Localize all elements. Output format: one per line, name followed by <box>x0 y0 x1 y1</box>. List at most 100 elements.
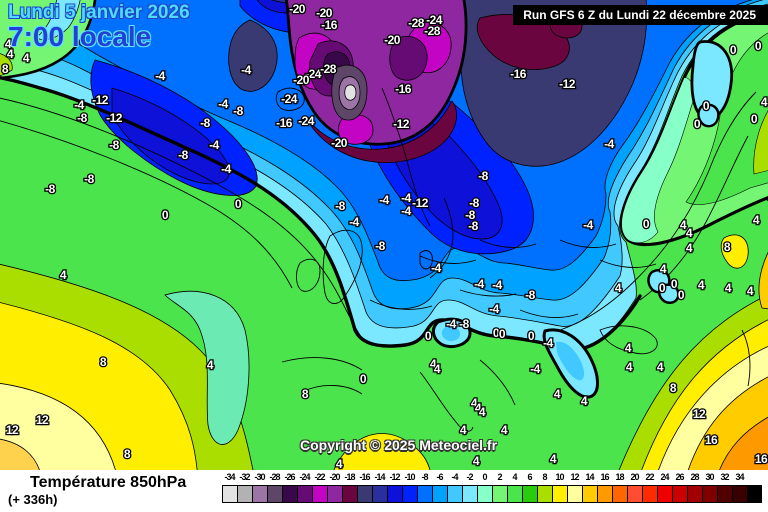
scale-cell <box>537 485 552 503</box>
legend-bar: Température 850hPa (+ 336h) -34 -32 -30 -28… <box>0 470 768 512</box>
scale-cell <box>252 485 267 503</box>
temp-value-label: -8 <box>459 317 469 331</box>
temp-value-label: -4 <box>431 261 441 275</box>
temp-value-label: -8 <box>233 104 243 118</box>
temp-value-label: 0 <box>643 217 650 231</box>
map-date-label: Lundi 5 janvier 2026 <box>8 2 190 23</box>
temp-value-label: 0 <box>678 288 685 302</box>
scale-tick-label: -26 <box>284 472 295 482</box>
temp-value-label: 4 <box>725 281 732 295</box>
map-time-label: 7:00 locale <box>8 21 152 52</box>
scale-cell <box>567 485 582 503</box>
temp-value-label: -4 <box>583 218 593 232</box>
scale-cell <box>282 485 297 503</box>
scale-tick-label: -30 <box>254 472 265 482</box>
temp-value-label: -12 <box>412 196 429 210</box>
temp-value-label: 4 <box>550 452 557 466</box>
temp-value-label: 0 <box>730 43 737 57</box>
scale-tick-label: 24 <box>660 472 669 482</box>
temp-value-label: -24 <box>426 13 443 27</box>
temp-value-label: 16 <box>705 433 718 447</box>
temp-value-label: -12 <box>92 93 109 107</box>
temp-value-label: -4 <box>489 302 499 316</box>
temp-value-label: -20 <box>293 73 310 87</box>
temp-value-label: 0 <box>703 99 710 113</box>
scale-cell <box>747 485 762 503</box>
temp-value-label: -8 <box>375 239 385 253</box>
scale-tick-label: 4 <box>512 472 517 482</box>
temp-value-label: 0 <box>425 329 432 343</box>
temp-value-label: 8 <box>302 387 309 401</box>
temp-value-label: -16 <box>276 116 293 130</box>
scale-cell <box>582 485 597 503</box>
map-canvas: 44 48 -4-12-4-8 -12-8-8-4 -8-8-4-4-8-800-4-2… <box>0 0 768 470</box>
temp-value-label: 4 <box>60 268 67 282</box>
temp-value-label: -8 <box>468 219 478 233</box>
scale-tick-label: -12 <box>389 472 400 482</box>
temp-value-label: -28 <box>424 24 441 38</box>
temperature-value-labels: 44 48 -4-12-4-8 -12-8-8-4 -8-8-4-4-8-800-4-2… <box>1 1 768 470</box>
temp-value-label: 4 <box>680 218 687 232</box>
scale-tick-label: 20 <box>630 472 639 482</box>
scale-tick-label: 10 <box>555 472 564 482</box>
temp-value-label: 4 <box>7 47 14 61</box>
temp-value-label: -4 <box>349 215 359 229</box>
temp-value-label: 4 <box>471 396 478 410</box>
scale-cell <box>672 485 687 503</box>
temp-value-label: 4 <box>434 362 441 376</box>
temp-value-label: -12 <box>559 77 576 91</box>
temp-value-label: -16 <box>321 18 338 32</box>
coastlines-and-borders <box>0 87 757 432</box>
temp-value-label: 4 <box>625 341 632 355</box>
temp-value-label: 4 <box>615 281 622 295</box>
temp-value-label: -24 <box>281 92 298 106</box>
temp-value-label: 0 <box>528 329 535 343</box>
scale-tick-label: 2 <box>497 472 502 482</box>
temp-value-label: 0 <box>493 326 500 340</box>
temp-value-label: 4 <box>747 284 754 298</box>
temp-value-label: 0 <box>235 197 242 211</box>
scale-tick-label: 32 <box>720 472 729 482</box>
temp-value-label: 12 <box>693 407 706 421</box>
scale-tick-label: -18 <box>344 472 355 482</box>
temp-value-label: -24 <box>298 114 315 128</box>
temp-value-label: 8 <box>124 447 131 461</box>
scale-cell <box>417 485 432 503</box>
temp-value-label: 0 <box>499 327 506 341</box>
scale-tick-label: -20 <box>329 472 340 482</box>
temp-value-label: -28 <box>320 62 337 76</box>
temp-value-label: 4 <box>430 357 437 371</box>
temp-value-label: -8 <box>335 199 345 213</box>
scale-cell <box>552 485 567 503</box>
scale-cell <box>477 485 492 503</box>
temp-value-label: 0 <box>755 39 762 53</box>
temp-value-label: 8 <box>2 62 9 76</box>
scale-cell <box>237 485 252 503</box>
scale-cell <box>222 485 237 503</box>
temp-value-label: -4 <box>379 193 389 207</box>
scale-cell <box>717 485 732 503</box>
temp-value-label: -20 <box>289 2 306 16</box>
scale-tick-label: 26 <box>675 472 684 482</box>
scale-tick-label: 8 <box>542 472 547 482</box>
temp-value-label: 4 <box>460 423 467 437</box>
temp-value-label: 0 <box>659 281 666 295</box>
scale-tick-label: 16 <box>600 472 609 482</box>
temp-value-label: -24 <box>305 67 322 81</box>
temp-value-label: -4 <box>530 362 540 376</box>
scale-tick-label: -8 <box>421 472 428 482</box>
scale-cell <box>372 485 387 503</box>
temp-value-label: -12 <box>106 111 123 125</box>
scale-cell <box>732 485 747 503</box>
scale-cell <box>357 485 372 503</box>
scale-tick-label: -32 <box>239 472 250 482</box>
scale-tick-label: -28 <box>269 472 280 482</box>
scale-tick-label: 6 <box>527 472 532 482</box>
temp-value-label: -4 <box>401 191 411 205</box>
scale-cell <box>522 485 537 503</box>
temp-value-label: 4 <box>23 51 30 65</box>
temp-value-label: 0 <box>751 112 758 126</box>
scale-cell <box>447 485 462 503</box>
temp-value-label: 8 <box>670 381 677 395</box>
